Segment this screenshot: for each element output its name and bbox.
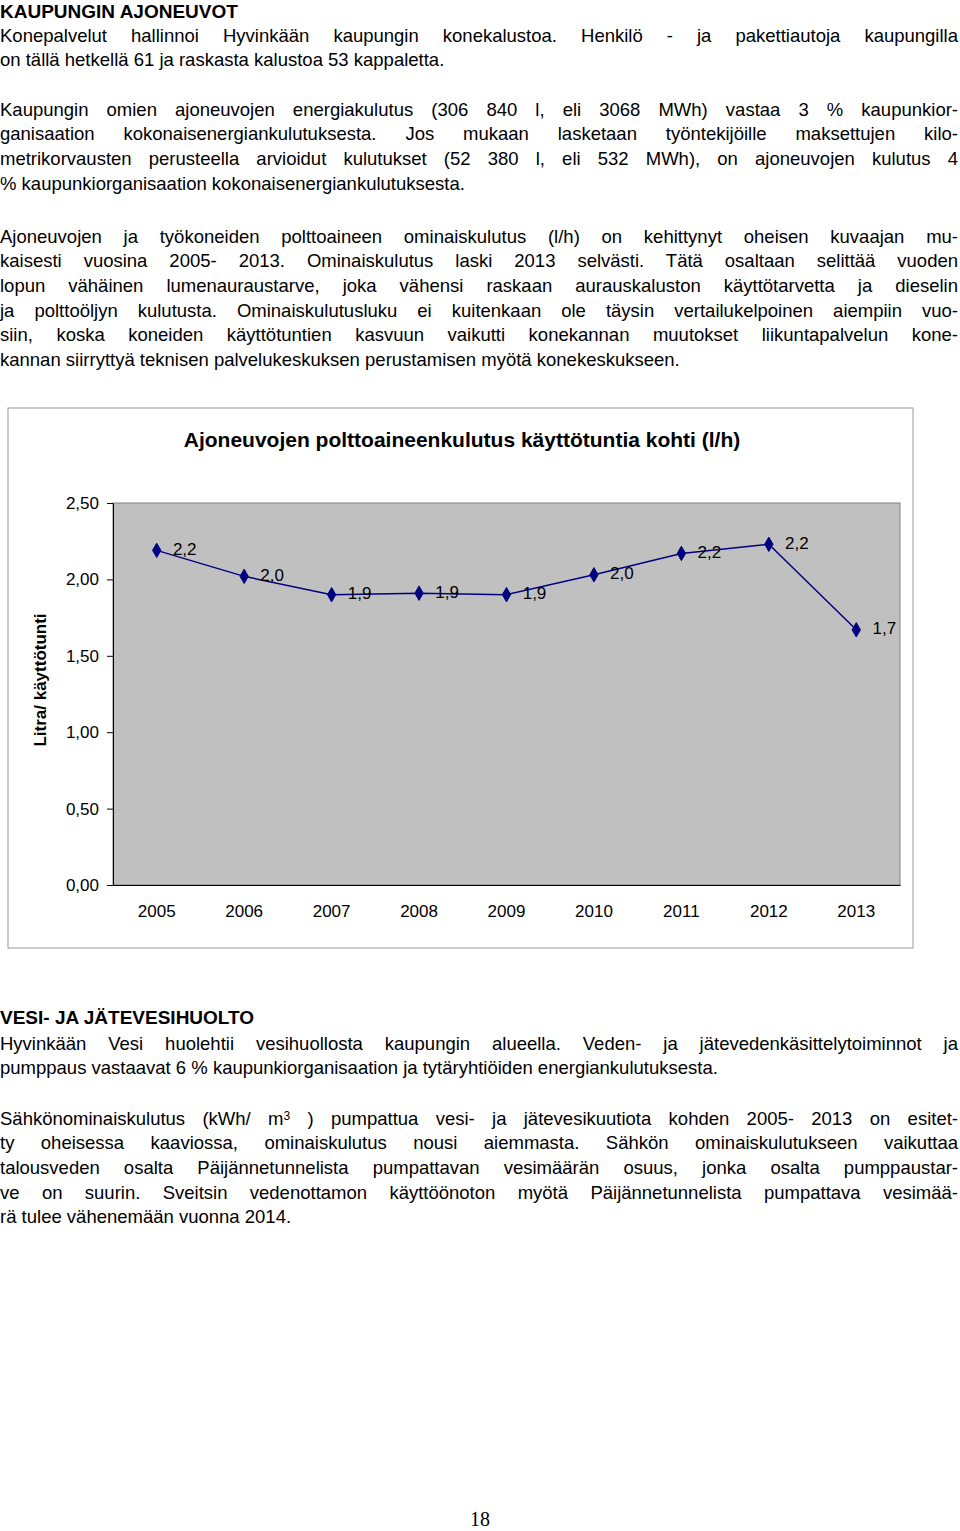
superscript: 3 bbox=[283, 1108, 290, 1122]
text-line: Hyvinkään Vesi huolehtii vesihuollosta k… bbox=[0, 1032, 958, 1057]
y-tick: 1,50 bbox=[66, 647, 113, 666]
text-run: ) pumpattua vesi- ja jätevesikuutiota ko… bbox=[290, 1108, 958, 1129]
text-line: kaisesti vuosina 2005- 2013. Ominaiskulu… bbox=[0, 249, 958, 274]
y-tick: 1,00 bbox=[66, 723, 113, 742]
marker bbox=[327, 587, 335, 601]
series-line bbox=[157, 544, 857, 630]
data-label: 2,2 bbox=[698, 543, 722, 562]
marker bbox=[502, 587, 510, 601]
text-line: talousveden osalta Päijännetunnelista pu… bbox=[0, 1156, 958, 1181]
x-tick: 2012 bbox=[750, 885, 788, 921]
page: 0,00 0,50 1,00 1,50 2,00 2,50 2005 2006 2007 2008… bbox=[0, 0, 960, 1531]
y-tick-label: 2,50 bbox=[66, 494, 99, 513]
x-tick-label: 2005 bbox=[138, 902, 176, 921]
heading: VESI- JA JÄTEVESIHUOLTO bbox=[0, 1006, 254, 1031]
y-tick-mark bbox=[107, 656, 113, 657]
x-tick: 2008 bbox=[400, 885, 438, 921]
text-line: pumppaus vastaavat 6 % kaupunkiorganisaa… bbox=[0, 1056, 958, 1081]
plot-area bbox=[113, 503, 900, 885]
text-run: Sähkönominaiskulutus (kWh/ m bbox=[0, 1108, 283, 1129]
marker bbox=[590, 568, 598, 582]
series-marks bbox=[153, 537, 861, 637]
text-line: ve on suurin. Sveitsin vedenottamon käyt… bbox=[0, 1181, 958, 1206]
page-number: 18 bbox=[0, 1508, 960, 1531]
data-label: 2,2 bbox=[173, 540, 197, 559]
text-line: on tällä hetkellä 61 ja raskasta kalusto… bbox=[0, 48, 958, 73]
x-tick: 2005 bbox=[138, 885, 176, 921]
marker bbox=[415, 586, 423, 600]
text-line: ganisaation kokonaisenergiankulutuksesta… bbox=[0, 122, 958, 147]
y-tick: 0,50 bbox=[66, 800, 113, 819]
marker bbox=[240, 569, 248, 583]
data-label: 1,7 bbox=[872, 619, 896, 638]
y-tick-mark bbox=[107, 732, 113, 733]
marker bbox=[765, 537, 773, 551]
text-line: Konepalvelut hallinnoi Hyvinkään kaupung… bbox=[0, 24, 958, 49]
data-label: 2,0 bbox=[260, 566, 284, 585]
heading: KAUPUNGIN AJONEUVOT bbox=[0, 0, 238, 24]
marker bbox=[153, 543, 161, 557]
data-label: 1,9 bbox=[523, 584, 547, 603]
y-tick-label: 0,50 bbox=[66, 800, 99, 819]
y-tick-label: 0,00 bbox=[66, 876, 99, 895]
text-line: % kaupunkiorganisaation kokonaisenergian… bbox=[0, 172, 958, 197]
text-line: Kaupungin omien ajoneuvojen energiakulut… bbox=[0, 98, 958, 123]
x-tick-label: 2013 bbox=[837, 902, 875, 921]
text-line: Sähkönominaiskulutus (kWh/ m3 ) pumpattu… bbox=[0, 1107, 958, 1132]
x-tick: 2006 bbox=[225, 885, 263, 921]
x-tick-label: 2008 bbox=[400, 902, 438, 921]
x-tick-label: 2006 bbox=[225, 902, 263, 921]
y-axis-title: Litra/ käyttötunti bbox=[31, 613, 50, 746]
y-tick-label: 2,00 bbox=[66, 570, 99, 589]
chart-title: Ajoneuvojen polttoaineenkulutus käyttötu… bbox=[184, 428, 741, 451]
data-label: 2,2 bbox=[785, 534, 809, 553]
x-tick-label: 2012 bbox=[750, 902, 788, 921]
x-axis: 2005 2006 2007 2008 2009 2010 2011 2012 2013 bbox=[114, 885, 901, 921]
x-tick-label: 2009 bbox=[488, 902, 526, 921]
marker bbox=[677, 546, 685, 560]
y-tick: 2,00 bbox=[66, 570, 113, 589]
marker bbox=[852, 623, 860, 637]
data-label: 1,9 bbox=[435, 583, 459, 602]
text-line: kannan siirryttyä teknisen palvelukeskuk… bbox=[0, 348, 958, 373]
text-line: ja polttoöljyn kulutusta. Ominaiskulutus… bbox=[0, 299, 958, 324]
x-axis-line bbox=[114, 885, 901, 886]
x-tick: 2010 bbox=[575, 885, 613, 921]
data-labels: 2,2 2,0 1,9 1,9 1,9 2,0 2,2 2,2 1,7 bbox=[173, 534, 896, 639]
y-tick-label: 1,00 bbox=[66, 723, 99, 742]
y-axis: 0,00 0,50 1,00 1,50 2,00 2,50 bbox=[66, 494, 114, 895]
y-tick-mark bbox=[107, 579, 113, 580]
y-tick-mark bbox=[107, 503, 113, 504]
text-line: ty oheisessa kaaviossa, ominaiskulutus n… bbox=[0, 1131, 958, 1156]
x-tick-label: 2010 bbox=[575, 902, 613, 921]
x-tick-label: 2011 bbox=[663, 902, 700, 921]
y-tick-label: 1,50 bbox=[66, 647, 99, 666]
x-tick-label: 2007 bbox=[313, 902, 351, 921]
y-tick: 2,50 bbox=[66, 494, 113, 513]
text-line: Ajoneuvojen ja työkoneiden polttoaineen … bbox=[0, 225, 958, 250]
x-tick: 2011 bbox=[663, 885, 700, 921]
text-line: metrikorvausten perusteella arvioidut ku… bbox=[0, 147, 958, 172]
y-tick-mark bbox=[107, 885, 113, 886]
data-label: 2,0 bbox=[610, 564, 634, 583]
text-line: rä tulee vähenemään vuonna 2014. bbox=[0, 1205, 958, 1230]
text-line: lopun vähäinen lumenauraustarve, joka vä… bbox=[0, 274, 958, 299]
x-tick: 2009 bbox=[488, 885, 526, 921]
y-tick: 0,00 bbox=[66, 876, 113, 895]
chart-frame bbox=[8, 408, 913, 948]
text-line: siin, koska koneiden käyttötuntien kasvu… bbox=[0, 323, 958, 348]
x-tick: 2013 bbox=[837, 885, 875, 921]
y-axis-line bbox=[113, 504, 114, 886]
x-tick: 2007 bbox=[313, 885, 351, 921]
y-tick-mark bbox=[107, 809, 113, 810]
data-label: 1,9 bbox=[348, 584, 372, 603]
